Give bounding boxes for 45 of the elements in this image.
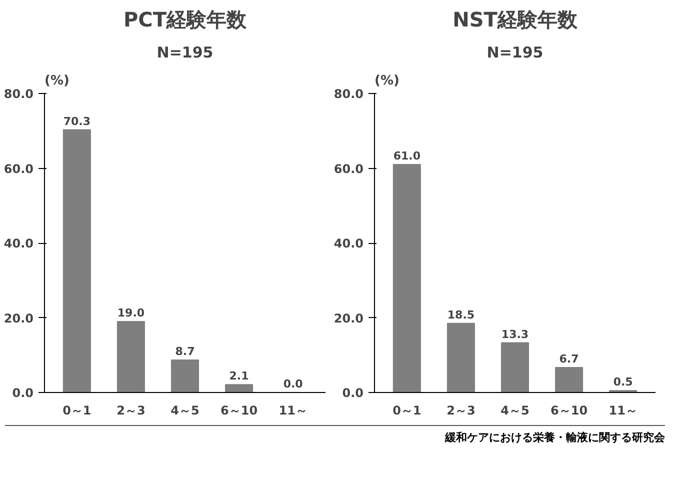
data-label: 0.0: [283, 378, 304, 390]
data-label: 61.0: [393, 150, 421, 163]
data-label: 13.3: [501, 328, 529, 341]
y-axis-title: (%): [374, 74, 400, 88]
text: 緩和ケアにおける栄養・輸液に関する研究会: [445, 430, 665, 446]
bar: [446, 322, 475, 392]
bar: [500, 342, 530, 392]
x-tick-label: 4～5: [170, 404, 200, 418]
x-tick-label: 6～10: [220, 404, 258, 418]
data-label: 70.3: [63, 114, 90, 128]
y-tick-label: 80.0: [334, 87, 364, 101]
bar: [392, 164, 421, 392]
data-label: 19.0: [117, 306, 145, 320]
x-tick-label: 6～10: [550, 404, 588, 418]
x-tick-label: 2～3: [116, 404, 146, 418]
y-tick-label: 20.0: [4, 311, 34, 326]
chart-subtitle: N=195: [486, 44, 544, 62]
y-axis-title: (%): [44, 74, 70, 88]
bar: [116, 320, 145, 392]
y-tick-label: 0.0: [342, 386, 364, 400]
x-tick-label: 0～1: [62, 404, 92, 418]
chart-title: NST経験年数: [452, 8, 578, 32]
y-tick-label: 60.0: [4, 162, 34, 176]
bar: [170, 359, 200, 392]
data-label: 6.7: [559, 352, 579, 366]
data-label: 8.7: [175, 344, 195, 358]
bar: [62, 129, 91, 392]
data-label: 18.5: [447, 308, 475, 322]
bar: [555, 366, 584, 392]
chart-subtitle: N=195: [156, 44, 214, 62]
bar: [225, 384, 254, 392]
x-tick-label: 4～5: [500, 404, 530, 418]
y-tick-label: 20.0: [334, 311, 364, 326]
x-tick-label: 2～3: [446, 404, 476, 418]
y-tick-label: 40.0: [4, 236, 34, 250]
chart-title: PCT経験年数: [124, 8, 248, 32]
y-tick-label: 60.0: [334, 162, 364, 176]
x-tick-label: 11～: [608, 404, 638, 418]
y-tick-label: 40.0: [334, 236, 364, 250]
y-tick-label: 80.0: [4, 87, 34, 101]
data-label: 0.5: [613, 376, 633, 389]
y-tick-label: 0.0: [12, 386, 34, 400]
data-label: 2.1: [229, 370, 249, 383]
x-tick-label: 0～1: [392, 404, 422, 418]
x-tick-label: 11～: [278, 404, 308, 418]
